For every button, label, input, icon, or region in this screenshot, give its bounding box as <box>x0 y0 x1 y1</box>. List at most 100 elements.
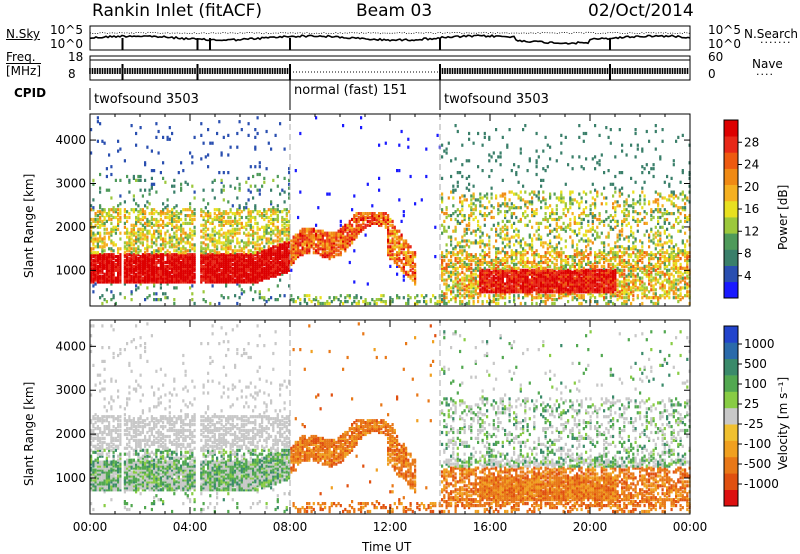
power-cell <box>355 231 358 235</box>
power-cell <box>254 184 257 188</box>
power-cell <box>333 243 336 247</box>
power-cell <box>218 212 221 216</box>
power-cell <box>528 245 531 249</box>
power-cell <box>391 257 394 261</box>
power-cell <box>108 268 111 272</box>
power-cell <box>180 268 183 272</box>
power-cell <box>175 223 178 227</box>
power-cell <box>90 204 93 208</box>
power-cell <box>110 239 113 243</box>
power-cell <box>407 247 410 251</box>
power-cell <box>279 192 282 196</box>
power-cell <box>243 272 246 276</box>
power-cell <box>272 206 275 210</box>
power-cell <box>342 239 345 243</box>
power-cell <box>209 270 212 274</box>
power-cell <box>468 221 471 225</box>
power-cell <box>371 219 374 223</box>
power-cell <box>225 278 228 282</box>
power-cell <box>522 212 525 216</box>
power-cell <box>276 184 279 188</box>
power-cell <box>247 122 250 126</box>
power-cell <box>173 280 176 284</box>
power-cell <box>236 219 239 223</box>
power-cell <box>468 215 471 220</box>
power-cell <box>515 262 518 266</box>
power-cell <box>288 227 291 231</box>
power-cell <box>103 298 106 302</box>
power-cell <box>526 284 529 288</box>
power-cell <box>247 262 250 266</box>
power-cell <box>519 253 522 257</box>
power-cell <box>92 253 95 257</box>
power-cell <box>459 241 462 245</box>
power-cell <box>443 298 446 302</box>
power-cell <box>225 212 228 216</box>
power-cell <box>578 294 581 298</box>
power-cell <box>553 266 556 270</box>
power-cell <box>267 253 270 257</box>
power-cell <box>522 270 525 274</box>
power-cell <box>472 301 475 306</box>
power-cell <box>317 206 320 210</box>
power-cell <box>549 264 552 268</box>
power-cell <box>335 237 338 241</box>
power-cell <box>504 198 507 202</box>
power-cell <box>540 272 543 276</box>
power-cell <box>546 262 549 266</box>
power-cell <box>90 272 93 276</box>
power-cell <box>544 217 547 222</box>
power-cell <box>141 215 144 220</box>
power-cell <box>252 264 255 268</box>
power-cell <box>319 301 322 306</box>
power-cell <box>387 229 390 233</box>
power-cell <box>256 266 259 270</box>
power-cell <box>184 270 187 274</box>
power-cell <box>551 245 554 249</box>
power-cell <box>240 278 243 282</box>
power-cell <box>261 270 264 274</box>
power-cell <box>99 278 102 282</box>
power-cell <box>101 266 104 270</box>
power-cell <box>348 229 351 233</box>
power-cell <box>447 264 450 268</box>
power-cell <box>441 143 444 147</box>
power-cell <box>546 286 549 290</box>
power-cell <box>513 163 516 167</box>
power-cell <box>443 272 446 276</box>
power-cell <box>465 288 468 292</box>
power-cell <box>238 241 241 245</box>
power-cell <box>393 233 396 237</box>
power-cell <box>191 210 194 214</box>
power-cell <box>517 282 520 286</box>
power-cell <box>155 264 158 268</box>
power-cell <box>258 161 261 165</box>
power-cell <box>276 243 279 247</box>
power-cell <box>450 290 453 294</box>
power-cell <box>96 221 99 225</box>
power-cell <box>285 229 288 233</box>
power-cell <box>211 237 214 241</box>
power-cell <box>218 233 221 237</box>
power-cell <box>328 239 331 243</box>
power-cell <box>177 247 180 251</box>
power-cell <box>157 219 160 223</box>
power-cell <box>398 257 401 261</box>
power-cell <box>472 286 475 290</box>
power-cell <box>508 264 511 268</box>
power-cell <box>443 212 446 216</box>
power-cell <box>114 280 117 284</box>
power-cell <box>524 272 527 276</box>
power-cell <box>243 206 246 210</box>
power-cell <box>171 214 174 218</box>
power-cell <box>256 235 259 239</box>
power-cell <box>252 260 255 265</box>
power-cell <box>150 266 153 270</box>
power-cell <box>213 255 216 259</box>
power-cell <box>513 282 516 286</box>
power-cell <box>216 257 219 261</box>
power-cell <box>353 215 356 220</box>
power-cell <box>132 194 135 198</box>
power-cell <box>454 272 457 276</box>
